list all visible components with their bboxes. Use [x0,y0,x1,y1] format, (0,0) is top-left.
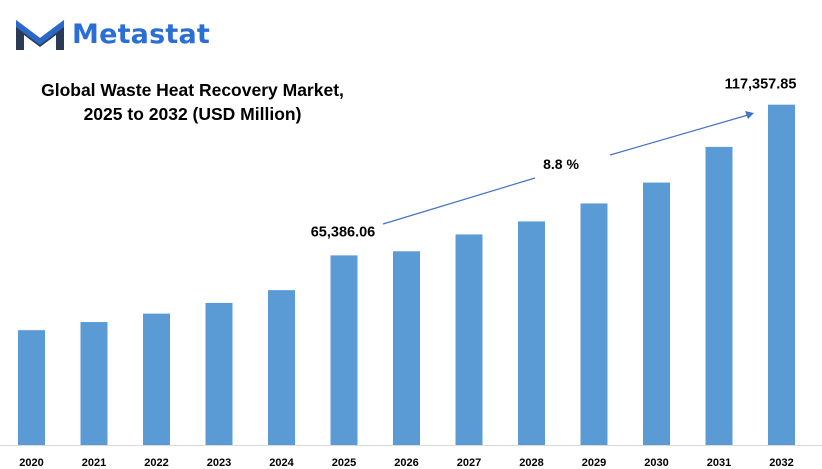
bar-2031 [705,146,733,445]
bar-2028 [518,221,545,445]
bar-2025 [330,255,358,445]
bar-2024 [268,290,295,445]
x-tick-label-2020: 2020 [19,457,43,469]
bar-2023 [205,302,233,445]
brand-name: Metastat [72,18,211,50]
bar-2027 [455,234,483,445]
chart-title-line-1: Global Waste Heat Recovery Market, [41,80,344,100]
x-axis-ticks: 2020 2021 2022 2023 2024 2025 2026 2027 2028 2029… [19,457,793,469]
metastat-m-logo-icon [16,20,64,50]
bar-2030 [643,182,670,446]
x-tick-label-2022: 2022 [144,457,168,469]
bars-group [18,104,795,446]
chart-title-line-2: 2025 to 2032 (USD Million) [83,104,302,124]
x-tick-label-2032: 2032 [769,457,793,469]
x-tick-label-2021: 2021 [82,457,106,469]
cagr-label: 8.8 % [543,156,579,172]
bar-2026 [393,251,420,445]
start-value-label: 65,386.06 [311,224,376,240]
x-tick-label-2023: 2023 [207,457,231,469]
brand-logo: Metastat [14,16,210,52]
bar-2020 [18,330,45,445]
trend-arrow-head [745,111,754,119]
bar-2021 [80,322,108,445]
chart-title: Global Waste Heat Recovery Market, 2025 … [20,78,365,126]
x-tick-label-2028: 2028 [519,457,543,469]
trend-arrow-segment-2 [609,114,749,156]
bar-2022 [143,313,170,445]
x-tick-label-2030: 2030 [644,457,668,469]
end-value-label: 117,357.85 [725,77,797,93]
x-tick-label-2029: 2029 [582,457,606,469]
trend-arrow-segment-1 [382,177,536,225]
x-tick-label-2025: 2025 [332,457,356,469]
x-tick-label-2024: 2024 [269,457,294,469]
x-tick-label-2031: 2031 [707,457,731,469]
x-tick-label-2026: 2026 [394,457,418,469]
x-tick-label-2027: 2027 [457,457,481,469]
bar-2029 [580,203,608,445]
bar-2032 [768,104,795,445]
